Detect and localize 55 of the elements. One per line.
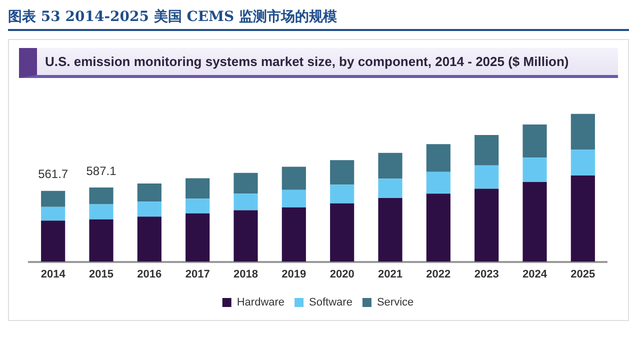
legend-label: Hardware	[236, 296, 285, 309]
bar	[378, 152, 402, 179]
bar	[234, 210, 258, 262]
bar	[330, 184, 354, 204]
bar	[186, 213, 210, 262]
bar	[41, 206, 66, 221]
bar	[89, 219, 114, 262]
bar	[137, 184, 162, 202]
x-tick-label: 2017	[185, 268, 210, 280]
bar	[378, 178, 402, 198]
x-tick-label: 2022	[426, 268, 451, 280]
bar	[186, 178, 210, 199]
x-tick-label: 2021	[378, 268, 402, 280]
bar	[186, 198, 210, 214]
bar	[426, 172, 450, 194]
bar	[570, 114, 595, 150]
bar	[282, 166, 306, 190]
bar	[282, 190, 306, 208]
legend-label: Service	[376, 296, 414, 309]
legend-label: Software	[309, 296, 352, 309]
x-tick-label: 2015	[89, 268, 114, 280]
bar	[522, 124, 547, 158]
bar	[234, 172, 258, 194]
bar	[522, 182, 547, 262]
bar	[137, 202, 162, 217]
bar	[41, 190, 66, 207]
bar	[330, 160, 354, 185]
x-tick-label: 2018	[234, 268, 258, 280]
chart-subtitle: U.S. emission monitoring systems market size, by component, 2014 - 2025 ($ Million)	[19, 48, 618, 78]
bar	[570, 176, 595, 262]
x-tick-label: 2024	[522, 268, 548, 280]
bar	[89, 188, 114, 204]
x-tick-label: 2025	[570, 268, 596, 280]
bar	[137, 216, 162, 262]
bar	[474, 134, 499, 166]
x-tick-label: 2020	[330, 268, 354, 280]
bar	[41, 220, 66, 262]
bar	[570, 150, 595, 176]
bar	[474, 188, 499, 262]
x-tick-label: 2019	[282, 268, 306, 280]
bar	[426, 144, 450, 172]
x-tick-label: 2023	[474, 268, 499, 280]
bar	[282, 207, 306, 262]
annotation: 587.1	[86, 164, 117, 178]
chart-title: 图表 53 2014-2025 美国 CEMS 监测市场的规模	[8, 8, 629, 31]
bar	[426, 194, 450, 262]
bar	[522, 158, 547, 182]
x-tick-label: 2014	[40, 268, 66, 280]
x-tick-label: 2016	[137, 268, 162, 280]
bar	[378, 198, 402, 262]
bar	[89, 204, 114, 220]
bar	[234, 194, 258, 210]
bar	[330, 203, 354, 262]
bar	[474, 165, 499, 189]
annotation: 561.7	[38, 167, 68, 182]
